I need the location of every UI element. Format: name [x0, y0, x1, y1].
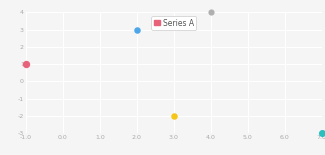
Point	[208, 11, 214, 14]
Point	[319, 132, 324, 135]
Point	[134, 28, 139, 31]
Legend: Series A: Series A	[151, 16, 196, 30]
Point	[171, 115, 176, 117]
Point	[23, 63, 29, 65]
